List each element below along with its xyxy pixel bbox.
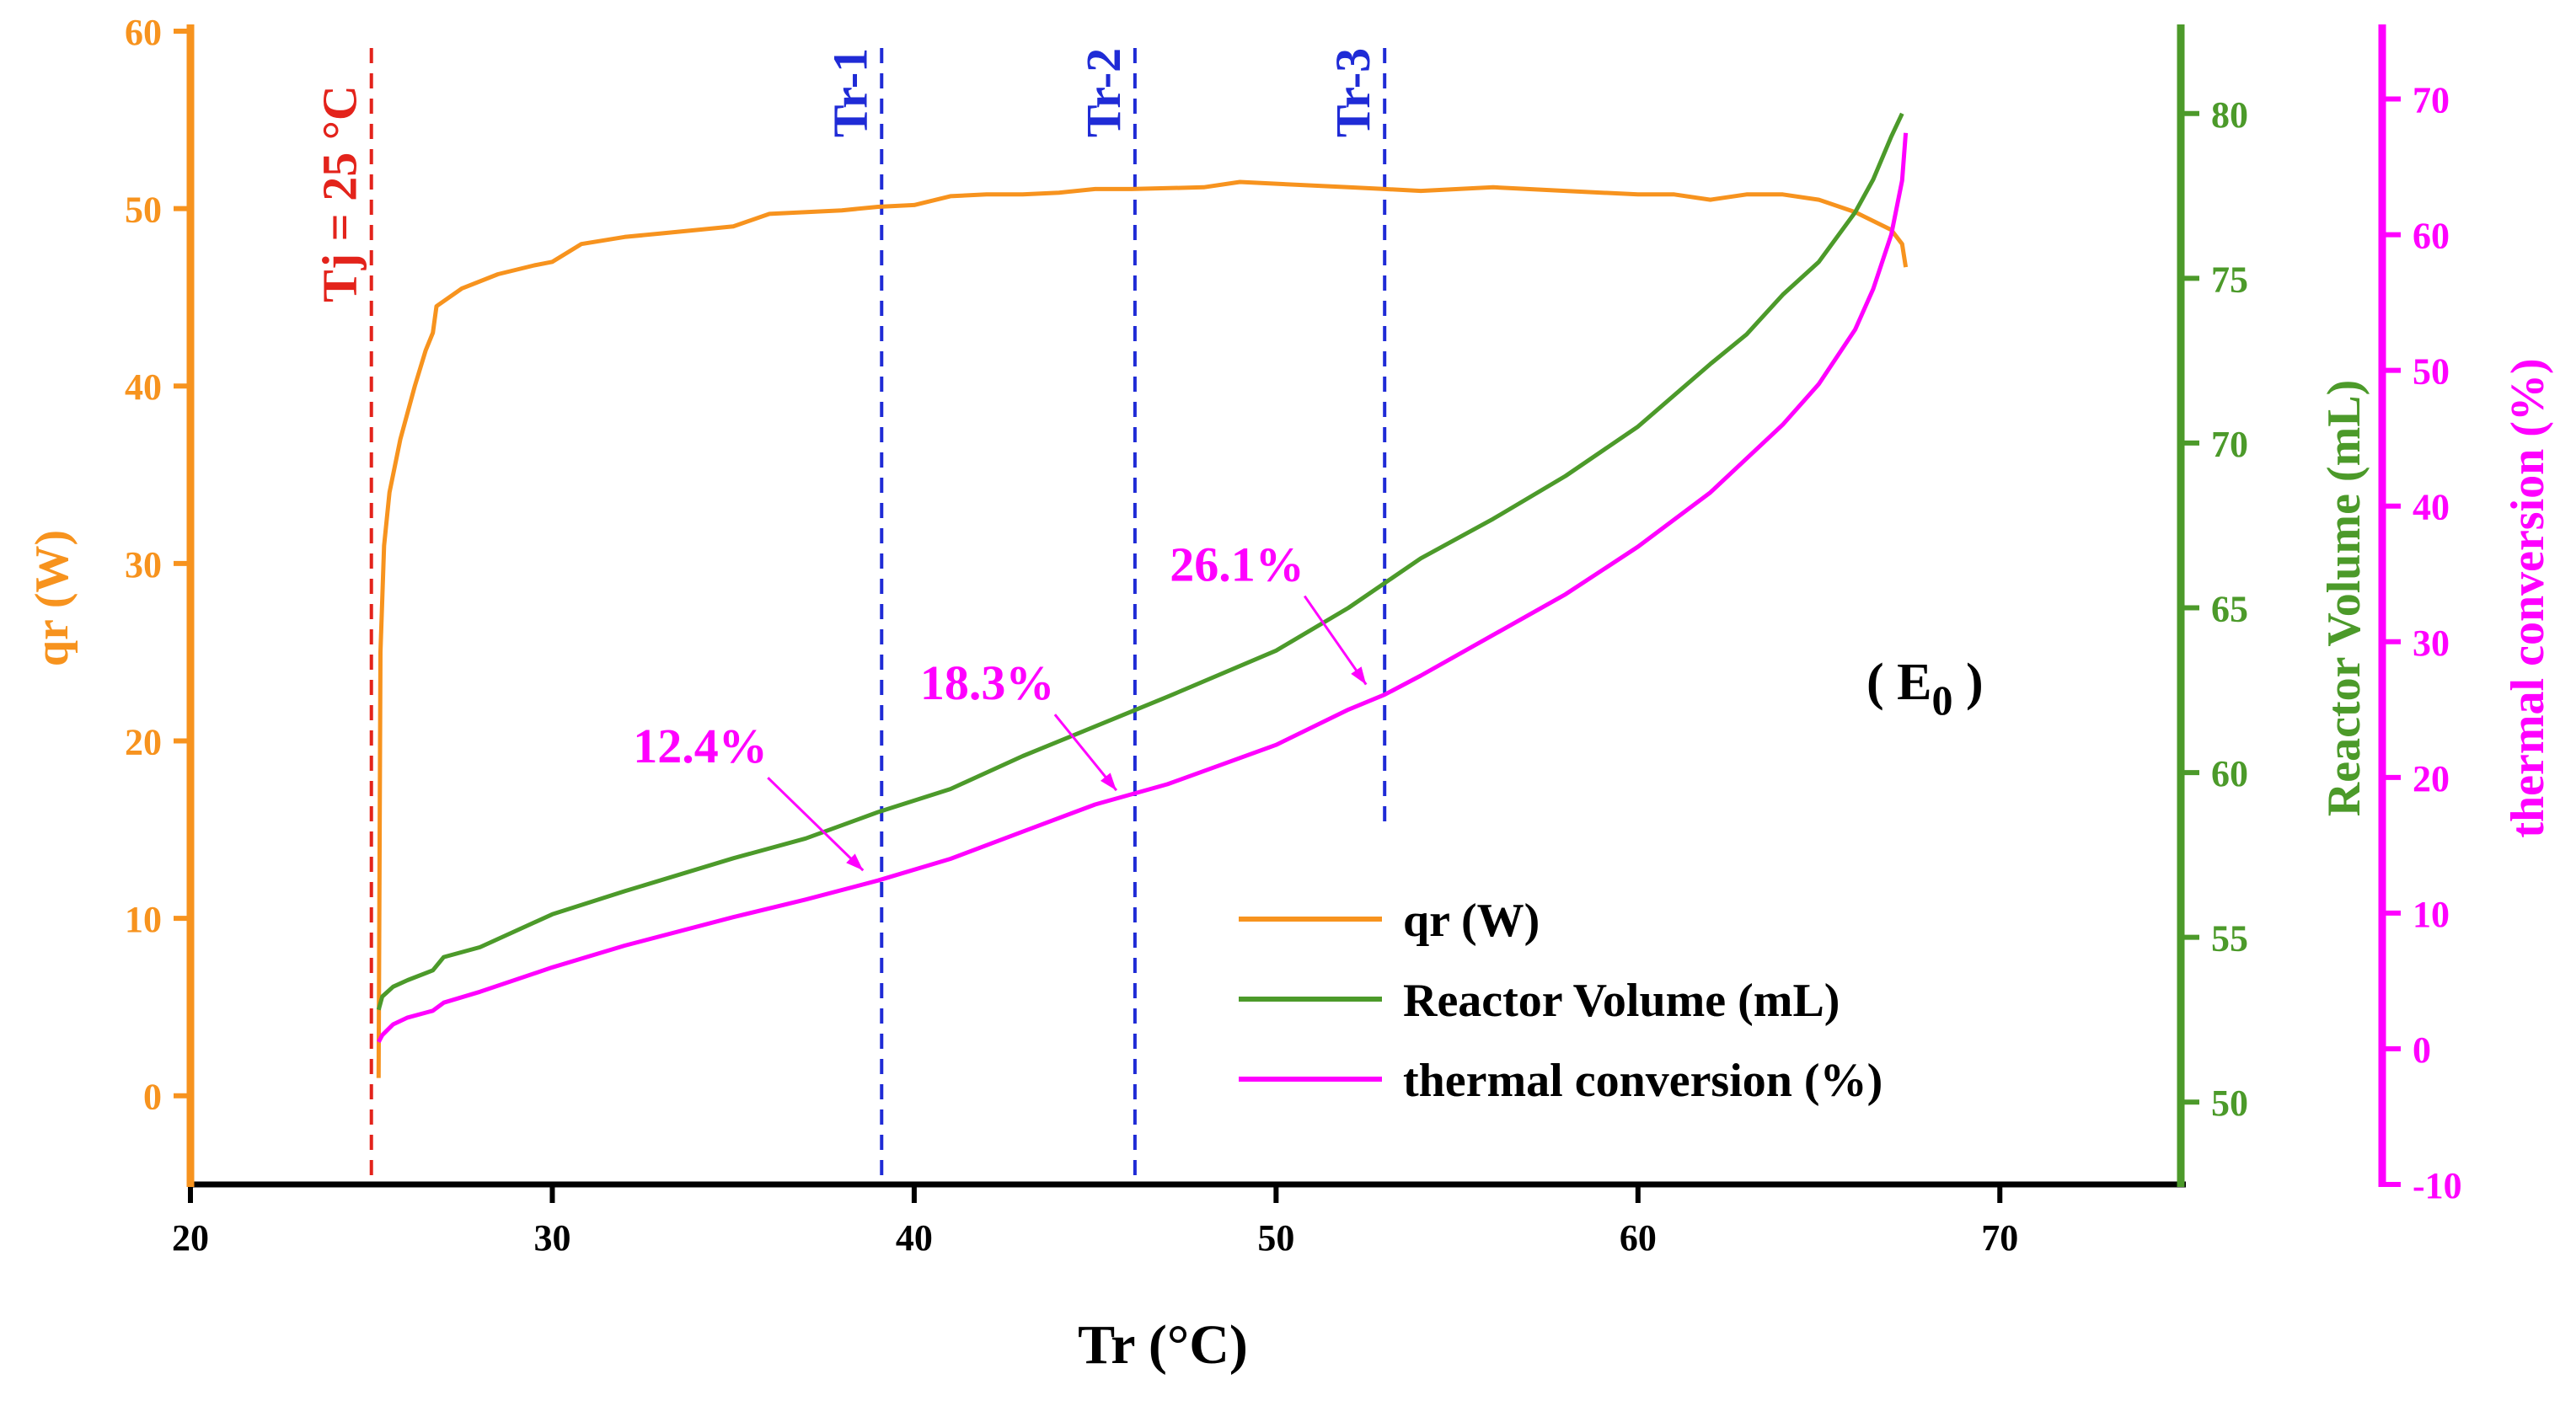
right1-tick-label: 75	[2211, 259, 2248, 300]
left-tick-label: 50	[125, 190, 162, 231]
annotation-arrowhead	[1351, 666, 1367, 685]
right2-tick-label: 20	[2413, 758, 2450, 799]
right1-axis-title: Reactor Volume (mL)	[2318, 380, 2370, 816]
right1-tick-label: 70	[2211, 424, 2248, 465]
right1-tick-label: 80	[2211, 94, 2248, 136]
right2-tick-label: -10	[2413, 1165, 2462, 1206]
x-tick-label: 50	[1257, 1217, 1294, 1259]
right2-tick-label: 10	[2413, 894, 2450, 935]
annotation-arrowhead	[1100, 772, 1117, 791]
series-lines	[376, 112, 1909, 1078]
left-tick-label: 10	[125, 899, 162, 940]
right2-tick-label: 0	[2413, 1029, 2431, 1071]
right2-tick-label: 30	[2413, 623, 2450, 664]
annotation-label: 26.1%	[1170, 537, 1304, 592]
vertical-marker-label: Tr-3	[1325, 48, 1380, 137]
panel-label: ( E0 )	[1866, 654, 1984, 724]
axes: 20 30 40 50 60 70 0 10 20 30 40 50 60 50 55 60 65 70 75 80 -…	[125, 12, 2462, 1259]
annotation-arrow	[767, 777, 865, 872]
right2-tick-label: 40	[2413, 487, 2450, 528]
legend-label-conversion: thermal conversion (%)	[1403, 1055, 1882, 1107]
vertical-marker-label: Tr-1	[822, 48, 877, 137]
right2-tick-label: 60	[2413, 216, 2450, 257]
right1-tick-label: 65	[2211, 589, 2248, 630]
left-tick-label: 30	[125, 544, 162, 585]
legend: qr (W) Reactor Volume (mL) thermal conve…	[1239, 895, 1882, 1107]
series-line	[376, 179, 1909, 1078]
vertical-marker-labels: Tj = 25 °C Tr-1 Tr-2 Tr-3	[313, 48, 1380, 302]
legend-label-qr: qr (W)	[1403, 895, 1540, 947]
left-tick-label: 60	[125, 12, 162, 53]
vertical-marker-label: Tj = 25 °C	[313, 85, 367, 302]
x-tick-label: 20	[172, 1217, 209, 1259]
x-tick-label: 30	[533, 1217, 570, 1259]
left-tick-label: 20	[125, 721, 162, 762]
annotation-arrows: 12.4% 18.3% 26.1%	[633, 537, 1368, 872]
series-line	[376, 112, 1904, 1011]
right2-tick-label: 50	[2413, 351, 2450, 393]
annotation-label: 12.4%	[633, 719, 768, 773]
annotation-arrow	[1303, 595, 1368, 686]
right1-tick-label: 60	[2211, 753, 2248, 794]
legend-label-volume: Reactor Volume (mL)	[1403, 975, 1840, 1027]
x-axis-title: Tr (°C)	[1078, 1314, 1248, 1376]
vertical-marker-label: Tr-2	[1076, 48, 1131, 137]
left-axis-title: qr (W)	[26, 530, 78, 666]
panel-label-close: )	[1953, 654, 1984, 711]
x-tick-label: 60	[1620, 1217, 1657, 1259]
x-tick-label: 70	[1981, 1217, 2018, 1259]
annotation-arrowhead	[846, 853, 864, 871]
right1-tick-label: 55	[2211, 918, 2248, 960]
left-tick-label: 40	[125, 366, 162, 408]
panel-label-subscript: 0	[1932, 676, 1953, 724]
right2-tick-label: 70	[2413, 80, 2450, 121]
series-line	[377, 132, 1909, 1044]
x-tick-label: 40	[896, 1217, 933, 1259]
panel-label-main: ( E	[1866, 654, 1932, 711]
vertical-markers	[369, 48, 1387, 1184]
right1-tick-label: 50	[2211, 1083, 2248, 1124]
right2-axis-title: thermal conversion (%)	[2502, 358, 2554, 837]
left-tick-label: 0	[143, 1077, 162, 1118]
annotation-label: 18.3%	[920, 655, 1055, 710]
